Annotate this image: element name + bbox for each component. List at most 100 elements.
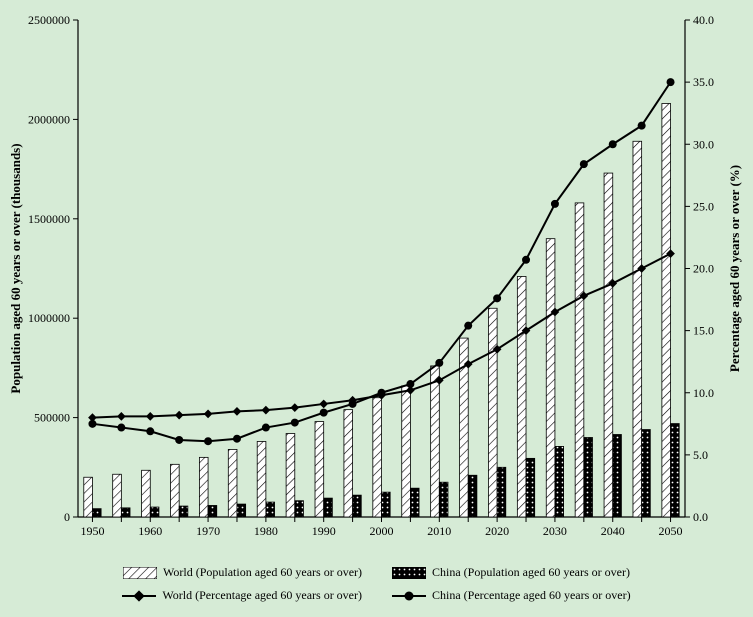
bar-china-population xyxy=(642,430,651,517)
marker-china-percentage xyxy=(291,419,299,427)
bar-world-population xyxy=(228,449,237,517)
x-tick-label: 2000 xyxy=(370,524,394,538)
marker-china-percentage xyxy=(609,140,617,148)
x-tick-label: 2040 xyxy=(601,524,625,538)
bar-china-population xyxy=(150,507,159,517)
legend-item-china-pop: China (Population aged 60 years or over) xyxy=(392,565,630,580)
bar-china-population xyxy=(324,498,333,517)
bar-china-population xyxy=(237,504,246,517)
marker-china-percentage xyxy=(88,420,96,428)
bar-world-population xyxy=(286,434,295,517)
legend-label-world-pct: World (Percentage aged 60 years or over) xyxy=(162,588,362,603)
marker-china-percentage xyxy=(522,256,530,264)
legend-swatch-china-pop xyxy=(392,567,426,579)
x-tick-label: 1970 xyxy=(196,524,220,538)
legend-item-china-pct: China (Percentage aged 60 years or over) xyxy=(392,588,631,603)
marker-china-percentage xyxy=(638,122,646,130)
bar-china-population xyxy=(353,495,362,517)
bar-world-population xyxy=(84,477,93,517)
y1-tick-label: 1500000 xyxy=(28,212,70,226)
bar-world-population xyxy=(199,457,208,517)
legend-label-china-pop: China (Population aged 60 years or over) xyxy=(432,565,630,580)
y2-tick-label: 0.0 xyxy=(693,510,708,524)
x-tick-label: 2050 xyxy=(659,524,683,538)
x-tick-label: 1960 xyxy=(138,524,162,538)
bar-world-population xyxy=(373,398,382,517)
marker-world-percentage xyxy=(319,400,328,409)
marker-china-percentage xyxy=(146,427,154,435)
marker-china-percentage xyxy=(175,436,183,444)
bar-world-population xyxy=(488,308,497,517)
y1-axis-label: Population aged 60 years or over (thousa… xyxy=(8,143,23,393)
legend: World (Population aged 60 years or over)… xyxy=(0,561,753,607)
legend-label-world-pop: World (Population aged 60 years or over) xyxy=(163,565,362,580)
marker-china-percentage xyxy=(435,359,443,367)
y2-axis-label: Percentage aged 60 years or over (%) xyxy=(727,165,742,372)
bar-world-population xyxy=(546,239,555,517)
marker-china-percentage xyxy=(262,424,270,432)
bar-china-population xyxy=(584,437,593,517)
x-tick-label: 1980 xyxy=(254,524,278,538)
bar-world-population xyxy=(604,173,613,517)
x-tick-label: 1990 xyxy=(312,524,336,538)
y2-tick-label: 30.0 xyxy=(693,137,714,151)
bar-world-population xyxy=(257,441,266,517)
bar-world-population xyxy=(575,203,584,517)
marker-china-percentage xyxy=(551,200,559,208)
bar-world-population xyxy=(170,464,179,517)
x-tick-label: 2020 xyxy=(485,524,509,538)
marker-world-percentage xyxy=(262,406,271,415)
bar-china-population xyxy=(121,508,130,517)
chart-container: 050000010000001500000200000025000000.05.… xyxy=(0,0,753,617)
legend-label-china-pct: China (Percentage aged 60 years or over) xyxy=(432,588,631,603)
y2-tick-label: 25.0 xyxy=(693,199,714,213)
bar-china-population xyxy=(555,446,564,517)
bar-china-population xyxy=(92,509,101,517)
x-tick-label: 2030 xyxy=(543,524,567,538)
bar-china-population xyxy=(613,434,622,517)
bar-china-population xyxy=(382,492,391,517)
marker-china-percentage xyxy=(233,435,241,443)
y1-tick-label: 0 xyxy=(64,510,70,524)
bar-world-population xyxy=(662,103,671,517)
y2-tick-label: 15.0 xyxy=(693,324,714,338)
marker-china-percentage xyxy=(117,424,125,432)
marker-world-percentage xyxy=(146,412,155,421)
bar-china-population xyxy=(295,501,304,517)
bar-world-population xyxy=(517,276,526,517)
marker-china-percentage xyxy=(349,400,357,408)
legend-swatch-china-pct xyxy=(392,590,426,602)
marker-world-percentage xyxy=(233,407,242,416)
y1-tick-label: 1000000 xyxy=(28,311,70,325)
legend-swatch-world-pop xyxy=(123,567,157,579)
bar-world-population xyxy=(113,474,122,517)
marker-world-percentage xyxy=(175,411,184,420)
marker-china-percentage xyxy=(464,322,472,330)
bar-china-population xyxy=(497,467,506,517)
marker-china-percentage xyxy=(378,389,386,397)
marker-world-percentage xyxy=(290,403,299,412)
y2-tick-label: 40.0 xyxy=(693,13,714,27)
bar-china-population xyxy=(266,502,275,517)
bar-world-population xyxy=(344,410,353,517)
marker-world-percentage xyxy=(204,410,213,419)
y1-tick-label: 500000 xyxy=(34,411,70,425)
y1-tick-label: 2500000 xyxy=(28,13,70,27)
marker-china-percentage xyxy=(667,78,675,86)
legend-swatch-world-pct xyxy=(122,590,156,602)
bar-world-population xyxy=(633,141,642,517)
bar-world-population xyxy=(402,386,411,517)
bar-china-population xyxy=(671,424,680,517)
marker-china-percentage xyxy=(320,409,328,417)
x-tick-label: 2010 xyxy=(427,524,451,538)
legend-item-world-pct: World (Percentage aged 60 years or over) xyxy=(122,588,362,603)
chart-svg: 050000010000001500000200000025000000.05.… xyxy=(0,0,753,617)
bar-china-population xyxy=(526,458,535,517)
marker-china-percentage xyxy=(204,437,212,445)
x-tick-label: 1950 xyxy=(80,524,104,538)
bar-china-population xyxy=(179,506,188,517)
bar-world-population xyxy=(315,422,324,517)
bar-china-population xyxy=(468,475,477,517)
bar-world-population xyxy=(142,470,151,517)
marker-china-percentage xyxy=(580,160,588,168)
